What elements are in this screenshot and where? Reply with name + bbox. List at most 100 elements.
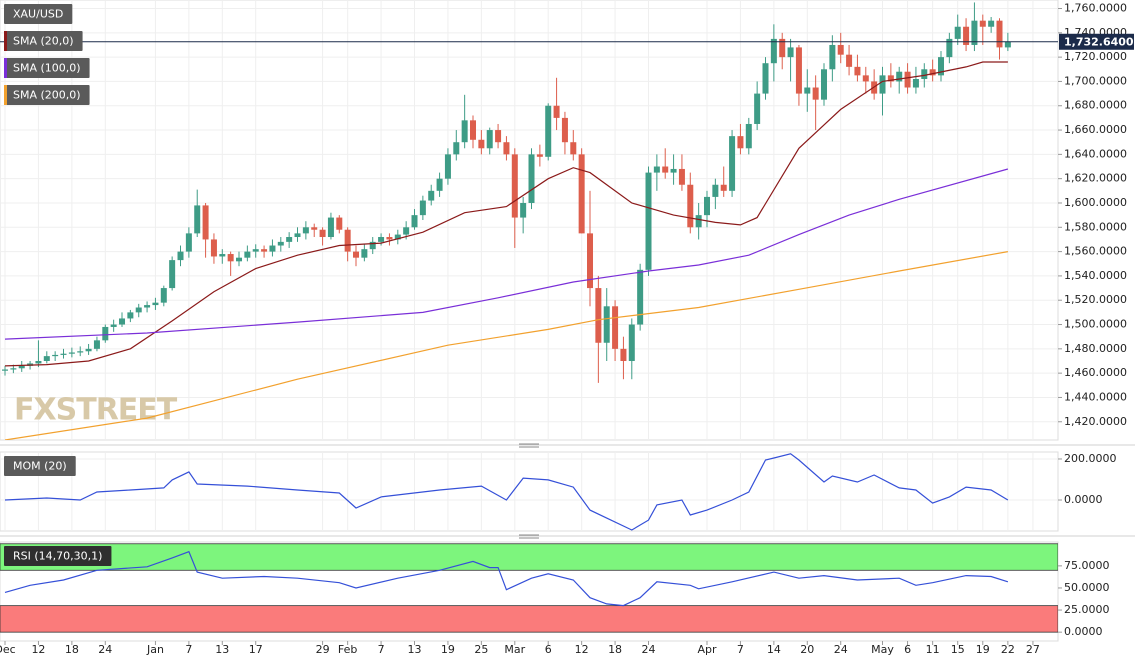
candle-body [444, 154, 451, 179]
legend-box [4, 456, 76, 476]
candle-body [378, 237, 385, 242]
candle-body [10, 368, 17, 370]
candle-body [745, 123, 752, 149]
candle-body [988, 20, 995, 27]
candle-body [68, 352, 75, 354]
candle-body [963, 26, 970, 45]
x-tick-label: 13 [215, 643, 229, 656]
series-line [4, 550, 1009, 607]
candle-body [938, 57, 945, 76]
candle-body [678, 168, 685, 185]
candle-body [403, 227, 410, 235]
candle-body [770, 38, 777, 64]
x-tick-label: 29 [316, 643, 330, 656]
candle-body [979, 20, 986, 27]
x-tick-label: 15 [951, 643, 965, 656]
y-tick-label: 1,700.0000 [1064, 74, 1127, 87]
y-tick-label: 1,480.0000 [1064, 342, 1127, 355]
candle-body [511, 154, 518, 218]
candle-body [419, 200, 426, 216]
candle-body [43, 356, 50, 361]
plot-area [0, 0, 1059, 441]
y-tick-label: 1,660.0000 [1064, 123, 1127, 136]
candle-body [712, 184, 719, 197]
watermark: FXSTREET [14, 393, 178, 428]
candle-body [687, 184, 694, 228]
candle-body [561, 117, 568, 143]
candle-body [127, 312, 134, 319]
legend-swatch [4, 85, 7, 105]
legend-label: XAU/USD [13, 8, 63, 21]
x-tick-label: 19 [441, 643, 455, 656]
candle-body [319, 229, 326, 238]
candle-body [236, 257, 243, 262]
y-tick-label: 1,580.0000 [1064, 220, 1127, 233]
candle-body [386, 237, 393, 240]
y-tick-label: 1,500.0000 [1064, 318, 1127, 331]
legend-item: RSI (14,70,30,1) [4, 546, 112, 566]
candle-body [269, 245, 276, 252]
candle-body [795, 47, 802, 94]
x-tick-label: 22 [1001, 643, 1015, 656]
y-tick-label: 1,440.0000 [1064, 390, 1127, 403]
candle-body [829, 44, 836, 70]
legend-label: SMA (100,0) [13, 62, 81, 75]
candle-body [60, 353, 67, 355]
x-tick-label: 7 [378, 643, 385, 656]
y-tick-label: 1,620.0000 [1064, 172, 1127, 185]
x-tick-label: 27 [1026, 643, 1040, 656]
candle-body [428, 190, 435, 201]
candle-body [85, 348, 92, 352]
series-line [4, 61, 1008, 367]
x-tick-label: 24 [834, 643, 848, 656]
candle-body [729, 136, 736, 191]
candle-body [152, 302, 159, 306]
candle-body [252, 249, 259, 252]
candle-body [812, 87, 819, 100]
candle-body [177, 251, 184, 261]
candle-body [327, 217, 334, 238]
x-tick-label: 7 [185, 643, 192, 656]
y-tick-label: 1,640.0000 [1064, 147, 1127, 160]
plot [0, 452, 1058, 531]
legend-box [4, 4, 73, 24]
candle-body [804, 87, 811, 94]
y-tick-label: 75.0000 [1064, 559, 1110, 572]
candle-body [461, 120, 468, 143]
x-tick-label: 14 [767, 643, 781, 656]
candle-body [854, 66, 861, 76]
x-tick-label: Apr [697, 643, 717, 656]
candle-body [946, 38, 953, 58]
x-tick-label: May [871, 643, 894, 656]
candle-body [286, 237, 293, 242]
candle-body [595, 288, 602, 343]
candle-body [503, 142, 510, 155]
candle-body [612, 306, 619, 349]
y-tick-label: 0.0000 [1064, 493, 1103, 506]
candle-body [653, 166, 660, 173]
y-tick-label: 1,680.0000 [1064, 99, 1127, 112]
y-tick-label: 1,420.0000 [1064, 415, 1127, 428]
x-tick-label: Mar [504, 643, 525, 656]
candle-body [495, 130, 502, 143]
candle-body [202, 205, 209, 240]
candle-body [520, 202, 527, 218]
candle-body [570, 142, 577, 155]
candle-body [862, 75, 869, 82]
candle-body [1004, 41, 1011, 48]
y-tick-label: 1,520.0000 [1064, 293, 1127, 306]
candle-body [536, 154, 543, 157]
legend-swatch [4, 31, 7, 51]
last-price-label: 1,732.6400 [1064, 35, 1134, 48]
band [0, 543, 1058, 571]
candle-body [912, 79, 919, 88]
x-tick-label: 17 [249, 643, 263, 656]
legend-item: SMA (100,0) [4, 58, 90, 78]
candle-body [545, 105, 552, 157]
candle-body [361, 249, 368, 258]
candle-body [302, 227, 309, 234]
x-tick-label: 24 [642, 643, 656, 656]
candle-body [227, 254, 234, 262]
y-tick-label: 1,760.0000 [1064, 2, 1127, 15]
